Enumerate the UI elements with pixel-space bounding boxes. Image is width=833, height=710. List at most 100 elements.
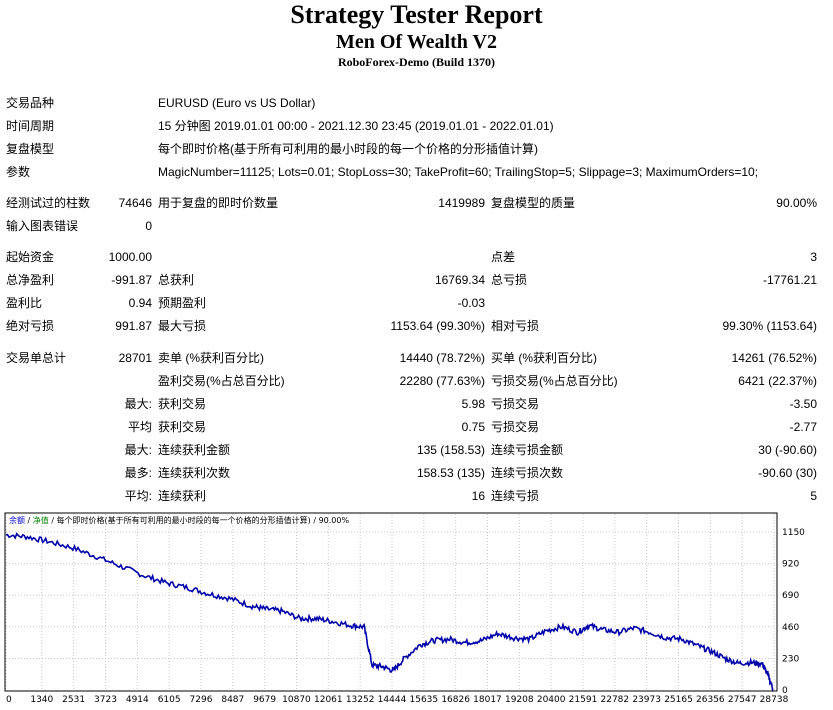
x-tick-label: 16826 bbox=[441, 695, 470, 705]
gross-profit-label: 总获利 bbox=[158, 273, 195, 287]
server-build: RoboForex-Demo (Build 1370) bbox=[337, 55, 496, 69]
average-profit-label: 获利交易 bbox=[158, 420, 207, 434]
relative-drawdown-value: 99.30% (1153.64) bbox=[722, 319, 817, 333]
x-tick-label: 12061 bbox=[314, 695, 343, 705]
bars-value: 74646 bbox=[118, 196, 152, 210]
params-value: MagicNumber=11125; Lots=0.01; StopLoss=3… bbox=[158, 165, 759, 179]
expected-payoff-label: 预期盈利 bbox=[158, 296, 207, 310]
y-tick-label: 920 bbox=[782, 560, 799, 570]
gross-loss-label: 总亏损 bbox=[491, 273, 528, 287]
average-consecutive-losses-value: 5 bbox=[810, 489, 817, 503]
chart-grid bbox=[5, 514, 776, 690]
consecutive-losses-count-label: 连续亏损次数 bbox=[491, 466, 564, 480]
largest-profit-value: 5.98 bbox=[461, 397, 485, 411]
consecutive-wins-count-label: 连续获利次数 bbox=[158, 466, 231, 480]
long-positions-label: 买单 (%获利百分比) bbox=[491, 351, 597, 365]
profit-trades-label: 盈利交易(%占总百分比) bbox=[158, 374, 285, 388]
ticks-value: 1419989 bbox=[438, 196, 485, 210]
profit-factor-value: 0.94 bbox=[128, 296, 152, 310]
y-tick-label: 460 bbox=[782, 623, 799, 633]
errors-value: 0 bbox=[145, 219, 152, 233]
model-value: 每个即时价格(基于所有可利用的最小时段的每一个价格的分形插值计算) bbox=[158, 142, 538, 156]
consecutive-losses-amount-label: 连续亏损金额 bbox=[491, 443, 564, 457]
gross-loss-value: -17761.21 bbox=[762, 273, 817, 287]
x-tick-label: 14444 bbox=[378, 695, 407, 705]
x-tick-label: 6105 bbox=[158, 695, 181, 705]
consecutive-wins-count-value: 158.53 (135) bbox=[416, 466, 485, 480]
x-tick-label: 8487 bbox=[221, 695, 244, 705]
balance-chart: 余额 / 净值 / 每个即时价格(基于所有可利用的最小时段的每一个价格的分形插值… bbox=[4, 512, 805, 705]
deposit-value: 1000.00 bbox=[108, 250, 152, 264]
x-tick-label: 18017 bbox=[473, 695, 502, 705]
x-tick-label: 23973 bbox=[632, 695, 661, 705]
average-consecutive-prefix: 平均: bbox=[124, 489, 152, 503]
x-tick-label: 0 bbox=[6, 695, 12, 705]
maximal-prefix: 最多: bbox=[124, 466, 152, 480]
chart-legend: 余额 / 净值 / 每个即时价格(基于所有可利用的最小时段的每一个价格的分形插值… bbox=[9, 515, 349, 525]
errors-label: 输入图表错误 bbox=[6, 219, 79, 233]
largest-loss-label: 亏损交易 bbox=[491, 397, 540, 411]
x-tick-label: 20400 bbox=[537, 695, 566, 705]
deposit-label: 起始资金 bbox=[6, 250, 55, 264]
average-consecutive-wins-value: 16 bbox=[471, 489, 485, 503]
x-tick-label: 3723 bbox=[94, 695, 117, 705]
x-tick-label: 22782 bbox=[601, 695, 630, 705]
x-tick-label: 19208 bbox=[505, 695, 534, 705]
period-label: 时间周期 bbox=[6, 119, 55, 133]
absolute-drawdown-label: 绝对亏损 bbox=[6, 319, 55, 333]
largest-prefix: 最大: bbox=[124, 397, 152, 411]
net-profit-label: 总净盈利 bbox=[6, 273, 55, 287]
x-tick-label: 21591 bbox=[569, 695, 598, 705]
average-consecutive-wins-label: 连续获利 bbox=[158, 489, 207, 503]
profit-trades-value: 22280 (77.63%) bbox=[399, 374, 485, 388]
maximal-drawdown-label: 最大亏损 bbox=[158, 319, 207, 333]
average-consecutive-losses-label: 连续亏损 bbox=[491, 489, 540, 503]
x-tick-label: 4914 bbox=[126, 695, 149, 705]
x-tick-label: 28738 bbox=[760, 695, 789, 705]
loss-trades-value: 6421 (22.37%) bbox=[738, 374, 817, 388]
expected-payoff-value: -0.03 bbox=[457, 296, 485, 310]
balance-line bbox=[5, 532, 774, 693]
y-tick-label: 690 bbox=[782, 591, 799, 601]
legend-sep-1: / bbox=[25, 516, 33, 525]
y-tick-label: 1150 bbox=[782, 528, 805, 538]
y-axis-ticks: 0 230 460 690 920 1150 bbox=[782, 528, 805, 696]
largest-profit-label: 获利交易 bbox=[158, 397, 207, 411]
expert-name: Men Of Wealth V2 bbox=[336, 31, 497, 53]
report-title: Strategy Tester Report bbox=[290, 0, 543, 29]
short-positions-label: 卖单 (%获利百分比) bbox=[158, 351, 264, 365]
average-loss-value: -2.77 bbox=[789, 420, 817, 434]
legend-sep-2: / bbox=[49, 516, 57, 525]
symbol-value: EURUSD (Euro vs US Dollar) bbox=[158, 96, 316, 110]
total-trades-label: 交易单总计 bbox=[6, 351, 67, 365]
spread-value: 3 bbox=[810, 250, 817, 264]
average-prefix: 平均 bbox=[127, 420, 152, 434]
chart-series bbox=[5, 532, 774, 693]
quality-label: 复盘模型的质量 bbox=[491, 196, 576, 210]
params-label: 参数 bbox=[6, 165, 31, 179]
profit-factor-label: 盈利比 bbox=[6, 296, 43, 310]
average-loss-label: 亏损交易 bbox=[491, 420, 540, 434]
maximal-drawdown-value: 1153.64 (99.30%) bbox=[390, 319, 485, 333]
long-positions-value: 14261 (76.52%) bbox=[731, 351, 817, 365]
x-tick-label: 9679 bbox=[253, 695, 276, 705]
spread-label: 点差 bbox=[491, 250, 516, 264]
total-trades-value: 28701 bbox=[118, 351, 152, 365]
x-tick-label: 15635 bbox=[410, 695, 439, 705]
consecutive-wins-amount-label: 连续获利金额 bbox=[158, 443, 231, 457]
legend-balance: 余额 bbox=[9, 515, 25, 525]
x-tick-label: 7296 bbox=[190, 695, 213, 705]
period-value: 15 分钟图 2019.01.01 00:00 - 2021.12.30 23:… bbox=[158, 119, 554, 133]
consecutive-losses-amount-value: 30 (-90.60) bbox=[758, 443, 817, 457]
model-label: 复盘模型 bbox=[6, 142, 55, 156]
consecutive-losses-count-value: -90.60 (30) bbox=[758, 466, 817, 480]
consecutive-wins-amount-value: 135 (158.53) bbox=[416, 443, 485, 457]
legend-model: 每个即时价格(基于所有可利用的最小时段的每一个价格的分形插值计算) / 90.0… bbox=[57, 515, 350, 525]
relative-drawdown-label: 相对亏损 bbox=[491, 319, 540, 333]
average-profit-value: 0.75 bbox=[461, 420, 485, 434]
ticks-label: 用于复盘的即时价数量 bbox=[158, 196, 279, 210]
x-tick-label: 13252 bbox=[346, 695, 375, 705]
plot-frame bbox=[4, 512, 778, 692]
y-tick-label: 0 bbox=[782, 686, 788, 696]
x-tick-label: 10870 bbox=[282, 695, 311, 705]
